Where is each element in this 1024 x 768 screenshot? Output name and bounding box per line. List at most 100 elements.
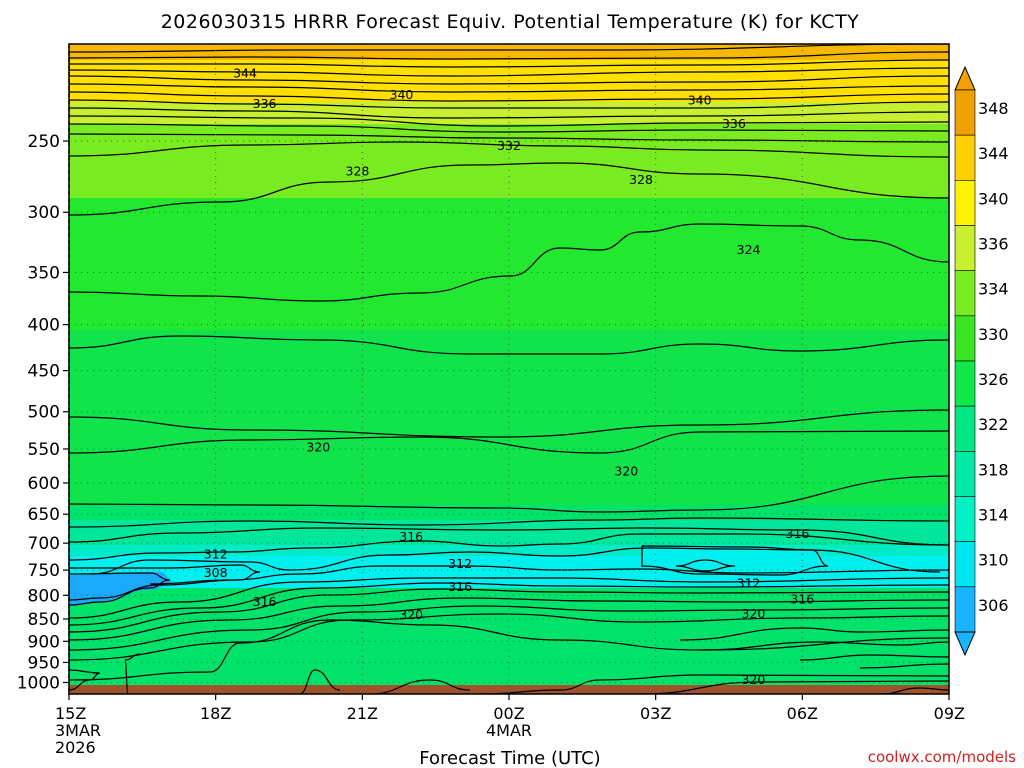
- colorbar-segment: [954, 134, 976, 181]
- y-tick-label: 850: [28, 610, 60, 630]
- contour-line: [69, 409, 949, 438]
- contour-line: [369, 679, 471, 694]
- contour-label: 312: [737, 575, 761, 590]
- colorbar-segment: [954, 270, 976, 317]
- svg-text:336: 336: [722, 116, 746, 131]
- svg-text:320: 320: [399, 607, 423, 622]
- y-tick-label: 550: [28, 440, 60, 460]
- contour-line: [299, 669, 341, 694]
- y-tick-label: 450: [28, 362, 60, 382]
- y-tick-label: 650: [28, 505, 60, 525]
- svg-text:332: 332: [497, 138, 521, 153]
- colorbar-label: 334: [978, 280, 1009, 299]
- contour-line: [69, 335, 949, 355]
- x-tick-label: 09Z: [934, 704, 965, 723]
- contour-line: [679, 627, 949, 641]
- contour-label: 324: [737, 242, 761, 257]
- contour-line: [69, 605, 949, 651]
- contour-line: [69, 517, 949, 528]
- contour-line: [69, 115, 949, 127]
- colorbar-label: 314: [978, 506, 1009, 525]
- y-tick-label: 600: [28, 474, 60, 494]
- x-axis-label: Forecast Time (UTC): [419, 748, 600, 768]
- contour-label: 340: [688, 92, 712, 107]
- contour-line: [69, 75, 949, 85]
- contour-line: [69, 99, 949, 109]
- contour-line: [69, 572, 171, 606]
- credit-text: coolwx.com/models: [868, 748, 1016, 766]
- contour-label: 336: [722, 116, 746, 131]
- contour-line: [149, 565, 949, 585]
- contour-line: [69, 223, 949, 302]
- contour-band: [69, 588, 949, 694]
- contour-label: 308: [204, 565, 228, 580]
- x-tick-label: 21Z: [347, 704, 378, 723]
- svg-text:316: 316: [790, 592, 814, 607]
- contour-label: 320: [742, 606, 766, 621]
- contour-line: [639, 680, 949, 694]
- contour-line: [69, 582, 949, 626]
- colorbar-segment: [954, 405, 976, 452]
- contour-line: [675, 559, 736, 572]
- y-tick-label: 750: [28, 561, 60, 581]
- svg-text:316: 316: [253, 594, 277, 609]
- svg-text:328: 328: [346, 164, 370, 179]
- y-tick-label: 300: [28, 203, 60, 223]
- svg-text:320: 320: [742, 606, 766, 621]
- contour-label: 340: [390, 87, 414, 102]
- contour-line: [69, 91, 949, 102]
- contour-line: [479, 674, 949, 694]
- contour-label: 328: [346, 164, 370, 179]
- svg-text:328: 328: [629, 172, 653, 187]
- contour-line: [69, 51, 949, 60]
- contour-line: [69, 597, 949, 641]
- colorbar-segment: [954, 315, 976, 362]
- svg-text:312: 312: [448, 556, 472, 571]
- contour-line: [69, 527, 949, 546]
- chart-title: 2026030315 HRRR Forecast Equiv. Potentia…: [161, 11, 860, 33]
- y-tick-label: 700: [28, 534, 60, 554]
- contour-line: [89, 547, 941, 575]
- y-tick-label: 900: [28, 632, 60, 652]
- colorbar-label: 336: [978, 235, 1009, 254]
- colorbar-segment: [954, 586, 976, 633]
- svg-text:340: 340: [390, 87, 414, 102]
- y-tick-label: 400: [28, 316, 60, 336]
- contour-label: 320: [614, 464, 638, 479]
- contour-line: [69, 577, 949, 619]
- contour-label: 316: [399, 529, 423, 544]
- contour-label: 336: [253, 96, 277, 111]
- colorbar-label: 344: [978, 144, 1009, 163]
- plot-area: 344 340 340 336 336 332 328 328 324 320 320 316 316 3…: [69, 44, 949, 694]
- y-tick-label: 350: [28, 263, 60, 283]
- contour-label: 316: [786, 526, 810, 541]
- contour-line: [69, 564, 261, 601]
- contour-label: 316: [253, 594, 277, 609]
- svg-text:316: 316: [786, 526, 810, 541]
- svg-text:316: 316: [448, 579, 472, 594]
- y-tick-label: 800: [28, 586, 60, 606]
- contour-band: [69, 545, 949, 556]
- contour-band: [69, 330, 949, 505]
- x-tick-label: 18Z: [200, 704, 231, 723]
- colorbar-label: 348: [978, 99, 1009, 118]
- contour-line: [124, 653, 141, 694]
- contour-line: [69, 107, 949, 119]
- contour-line: [69, 83, 949, 93]
- svg-text:324: 324: [737, 242, 761, 257]
- colorbar-label: 330: [978, 325, 1009, 344]
- svg-text:312: 312: [737, 575, 761, 590]
- svg-text:320: 320: [614, 464, 638, 479]
- contour-label: 320: [306, 439, 330, 454]
- x-tick-sublabel: 3MAR: [55, 721, 101, 740]
- y-tick-label: 950: [28, 653, 60, 673]
- contour-label: 344: [233, 65, 257, 80]
- contour-line: [69, 59, 949, 68]
- contour-band: [69, 198, 949, 330]
- contour-line: [799, 654, 949, 661]
- colorbar-segment: [954, 225, 976, 271]
- contour-line: [69, 669, 101, 691]
- x-tick-sublabel: 4MAR: [486, 721, 532, 740]
- colorbar-segment: [954, 89, 976, 136]
